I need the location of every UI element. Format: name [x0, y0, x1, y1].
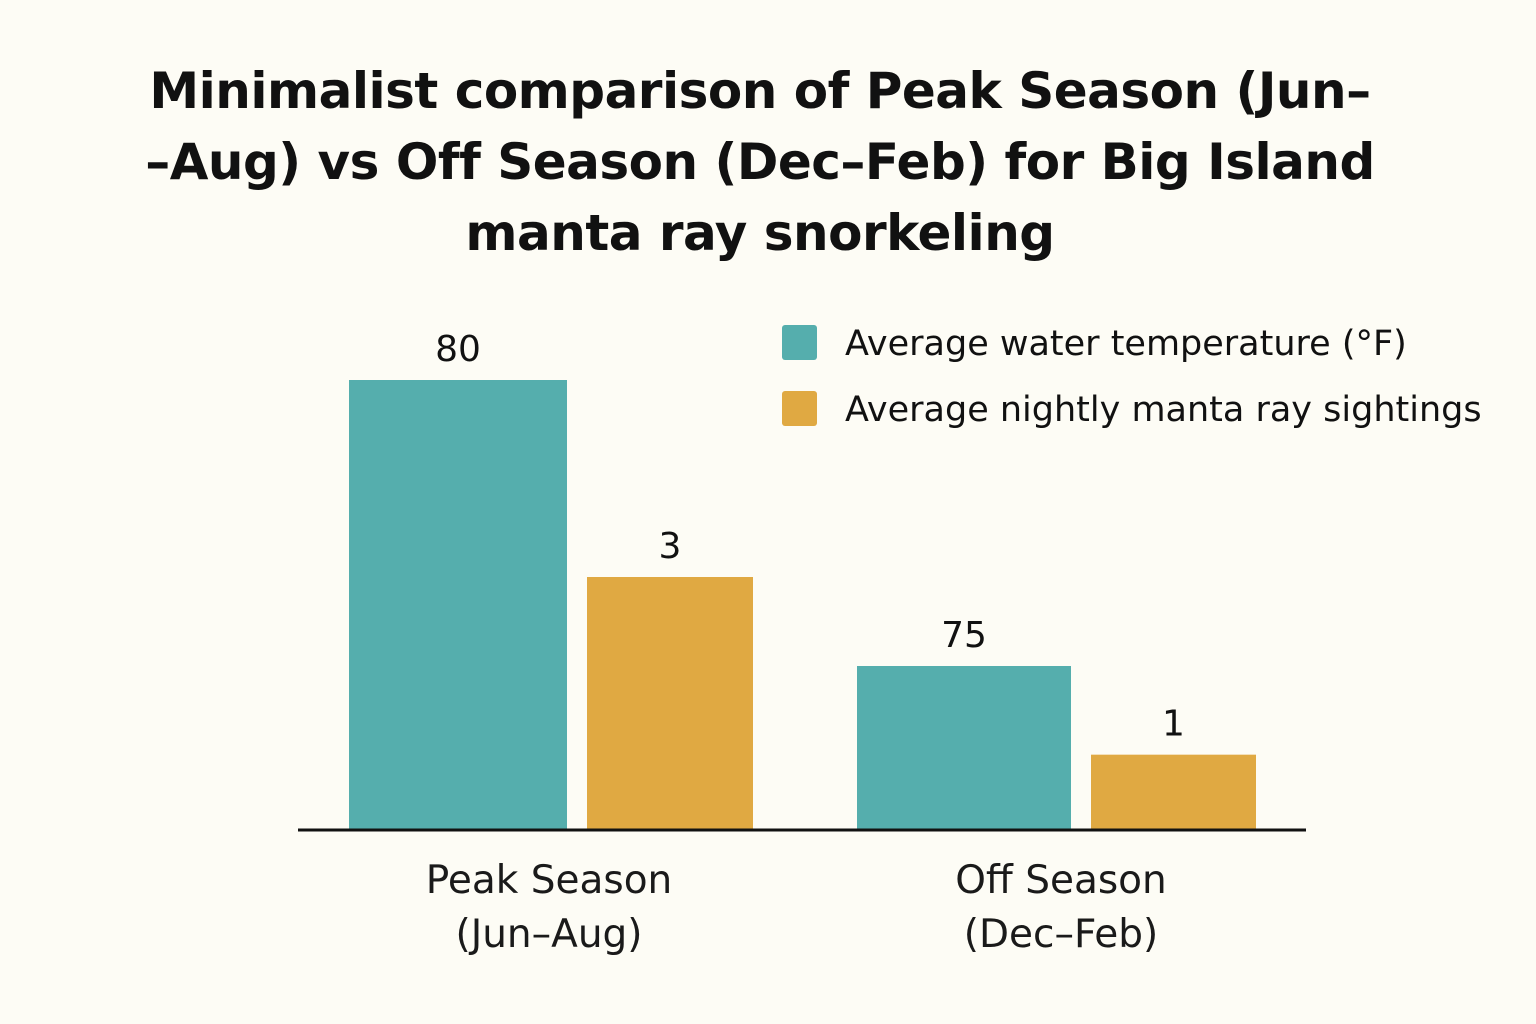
- value-label-off-sightings: 1: [1162, 704, 1185, 745]
- chart-title: Minimalist comparison of Peak Season (Ju…: [145, 62, 1375, 262]
- bar-off-sightings: [1091, 754, 1256, 830]
- value-labels-layer: 80 3 75 1: [435, 329, 1185, 745]
- legend-label-temp: Average water temperature (°F): [845, 324, 1407, 364]
- bar-peak-temp: [349, 380, 567, 830]
- category-labels-layer: Peak Season (Jun–Aug) Off Season (Dec–Feb): [426, 858, 1167, 957]
- category-label-peak-line1: Peak Season: [426, 858, 673, 903]
- value-label-off-temp: 75: [941, 615, 987, 656]
- bar-off-temp: [857, 666, 1071, 830]
- legend-label-sightings: Average nightly manta ray sightings: [845, 390, 1482, 430]
- bars-layer: [349, 380, 1256, 830]
- legend: Average water temperature (°F) Average ni…: [782, 324, 1482, 430]
- category-label-off-line1: Off Season: [955, 858, 1167, 903]
- legend-swatch-temp: [782, 325, 817, 360]
- legend-swatch-sightings: [782, 391, 817, 426]
- value-label-peak-temp: 80: [435, 329, 481, 370]
- bar-peak-sightings: [587, 577, 753, 830]
- category-label-off-line2: (Dec–Feb): [964, 912, 1158, 957]
- value-label-peak-sightings: 3: [659, 526, 682, 567]
- category-label-peak-line2: (Jun–Aug): [455, 912, 642, 957]
